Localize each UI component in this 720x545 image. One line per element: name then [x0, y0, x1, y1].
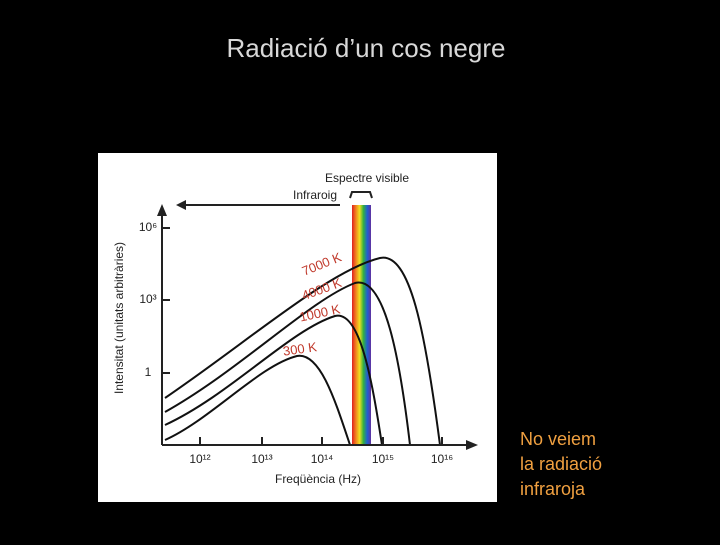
curve [164, 281, 411, 446]
x-axis-label: Freqüència (Hz) [275, 472, 361, 486]
y-axis-label: Intensitat (unitats arbitràries) [112, 242, 126, 394]
infrared-arrow [176, 200, 186, 210]
curve [164, 314, 383, 446]
note-line: No veiem [520, 429, 596, 449]
curve [164, 256, 441, 446]
curves [164, 256, 441, 446]
note-line: la radiació [520, 454, 602, 474]
x-arrow [466, 440, 478, 450]
x-tick-label: 10¹² [189, 452, 210, 466]
note: No veiem la radiació infraroja [520, 429, 602, 499]
note-line: infraroja [520, 479, 586, 499]
x-tick-label: 10¹⁶ [431, 452, 453, 466]
curve [164, 354, 351, 446]
axes [161, 191, 468, 446]
x-tick-label: 10¹³ [251, 452, 272, 466]
y-tick-label: 1 [145, 365, 152, 379]
curve-label: 300 K [282, 339, 318, 359]
y-tick-label: 10³ [139, 292, 156, 306]
visible-label: Espectre visible [325, 171, 409, 185]
x-tick-label: 10¹⁴ [311, 452, 334, 466]
y-tick-label: 10⁶ [139, 220, 157, 234]
figure: Espectre visible Infraroig Intensitat (u… [98, 153, 497, 502]
y-arrow [157, 204, 167, 216]
labels: Espectre visible Infraroig Intensitat (u… [112, 171, 453, 486]
slide-title: Radiació d’un cos negre [227, 33, 506, 63]
visible-band [352, 205, 371, 445]
visible-bracket [349, 191, 373, 199]
infrared-label: Infraroig [293, 188, 337, 202]
x-tick-label: 10¹⁵ [372, 452, 394, 466]
